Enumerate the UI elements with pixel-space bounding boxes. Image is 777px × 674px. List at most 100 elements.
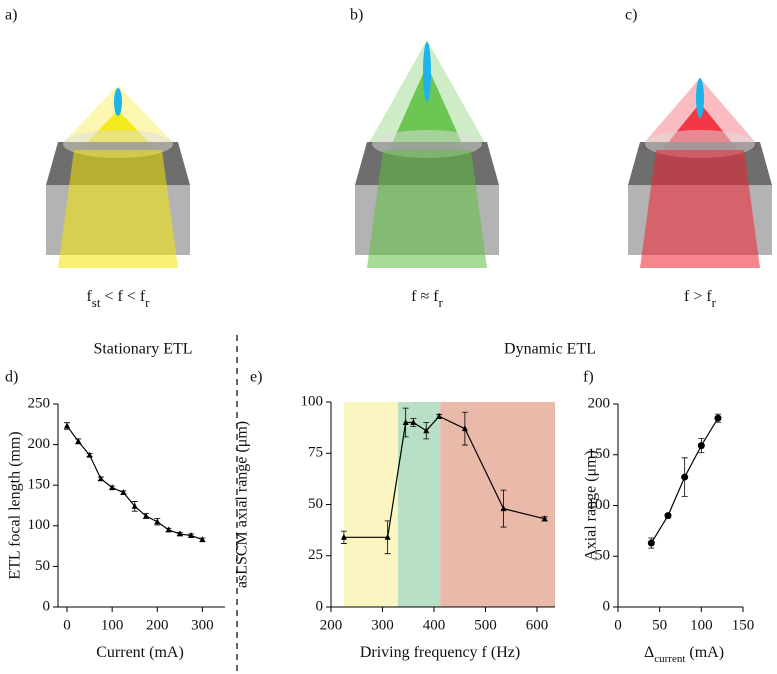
text-segment: < f < f <box>100 288 145 305</box>
y-tick-label: 100 <box>28 517 51 533</box>
text-segment: r <box>439 295 444 310</box>
y-axis-label: ETL focal length (mm) <box>7 431 24 579</box>
shaded-region <box>343 402 398 607</box>
x-axis-label: Current (mA) <box>96 644 184 661</box>
x-tick-label: 0 <box>614 617 622 633</box>
marker <box>436 412 443 419</box>
marker <box>664 512 672 520</box>
illustration <box>355 40 499 268</box>
marker <box>461 425 468 432</box>
marker <box>500 505 507 512</box>
y-tick-label: 150 <box>28 477 51 493</box>
marker <box>423 427 430 434</box>
y-tick-label: 50 <box>35 558 50 574</box>
text-segment: Current (mA) <box>96 644 184 661</box>
y-tick-label: 25 <box>308 547 323 563</box>
x-tick-label: 400 <box>423 617 446 633</box>
marker <box>154 518 161 525</box>
y-tick-label: 50 <box>595 548 610 564</box>
marker <box>340 533 347 540</box>
marker <box>131 502 138 509</box>
text-segment: r <box>712 295 717 310</box>
y-axis-label: asLSCM axial range (μm) <box>234 421 251 588</box>
x-tick-label: 0 <box>63 617 71 633</box>
panel-label: e) <box>250 369 262 386</box>
x-axis-label: Δcurrent (mA) <box>644 644 724 665</box>
panel-label: f) <box>583 369 594 386</box>
x-tick-label: 200 <box>320 617 343 633</box>
x-tick-label: 200 <box>146 617 169 633</box>
beam <box>58 150 178 268</box>
text-segment: current <box>654 653 685 665</box>
x-tick-label: 100 <box>690 617 713 633</box>
panel-label: a) <box>5 7 17 24</box>
marker <box>410 419 417 425</box>
focal-spot <box>696 78 704 118</box>
y-tick-label: 50 <box>308 496 323 512</box>
illustration <box>628 78 772 268</box>
caption: fst < f < fr <box>86 288 150 311</box>
y-tick-label: 200 <box>28 436 51 452</box>
focused-cone <box>389 65 465 150</box>
caption: f > fr <box>684 288 717 311</box>
x-tick-label: 150 <box>732 617 755 633</box>
x-tick-label: 50 <box>652 617 667 633</box>
marker <box>176 530 183 537</box>
y-tick-label: 250 <box>28 395 51 411</box>
text-segment: Driving frequency f (Hz) <box>360 644 520 661</box>
beam <box>640 150 760 268</box>
text-segment: r <box>145 295 150 310</box>
panel-label: c) <box>625 7 637 24</box>
marker <box>188 532 195 539</box>
x-tick-label: 300 <box>371 617 394 633</box>
text-segment: f <box>86 288 92 305</box>
y-tick-label: 0 <box>316 598 324 614</box>
marker <box>143 512 150 519</box>
y-tick-label: 0 <box>43 598 51 614</box>
y-tick-label: 100 <box>301 393 324 409</box>
section-title: Dynamic ETL <box>504 341 596 358</box>
shaded-region <box>440 402 555 607</box>
marker <box>541 515 548 522</box>
marker <box>647 539 655 547</box>
focal-spot <box>423 42 431 102</box>
marker <box>714 414 722 422</box>
x-axis-label: Driving frequency f (Hz) <box>360 644 520 661</box>
marker <box>86 451 93 458</box>
line <box>66 425 203 541</box>
marker <box>697 442 705 450</box>
panel-label: b) <box>350 7 363 24</box>
text-segment: f ≈ f <box>411 288 439 305</box>
marker <box>64 422 71 429</box>
marker <box>109 484 116 491</box>
x-tick-label: 500 <box>474 617 497 633</box>
y-tick-label: 200 <box>588 395 611 411</box>
y-tick-label: 100 <box>588 497 611 513</box>
marker <box>165 526 172 533</box>
illustration <box>46 85 190 268</box>
marker <box>384 533 391 540</box>
marker <box>681 473 689 481</box>
shaded-region <box>397 402 441 607</box>
panel-label: d) <box>5 369 18 386</box>
text-segment: Δ <box>644 644 654 661</box>
section-title: Stationary ETL <box>93 341 192 358</box>
beam <box>367 150 487 268</box>
x-tick-label: 300 <box>191 617 214 633</box>
x-tick-label: 100 <box>101 617 124 633</box>
marker <box>199 536 206 543</box>
marker <box>75 437 82 444</box>
y-tick-label: 0 <box>603 598 611 614</box>
marker <box>97 475 104 482</box>
focal-spot <box>114 88 122 116</box>
text-segment: (mA) <box>685 644 724 661</box>
y-tick-label: 150 <box>588 446 611 462</box>
marker <box>120 489 127 496</box>
text-segment: st <box>92 295 101 310</box>
caption: f ≈ fr <box>411 288 443 311</box>
text-segment: f > f <box>684 288 712 305</box>
y-tick-label: 75 <box>308 445 323 461</box>
y-axis-label: Axial range (μm) <box>583 450 600 561</box>
marker <box>402 419 409 425</box>
